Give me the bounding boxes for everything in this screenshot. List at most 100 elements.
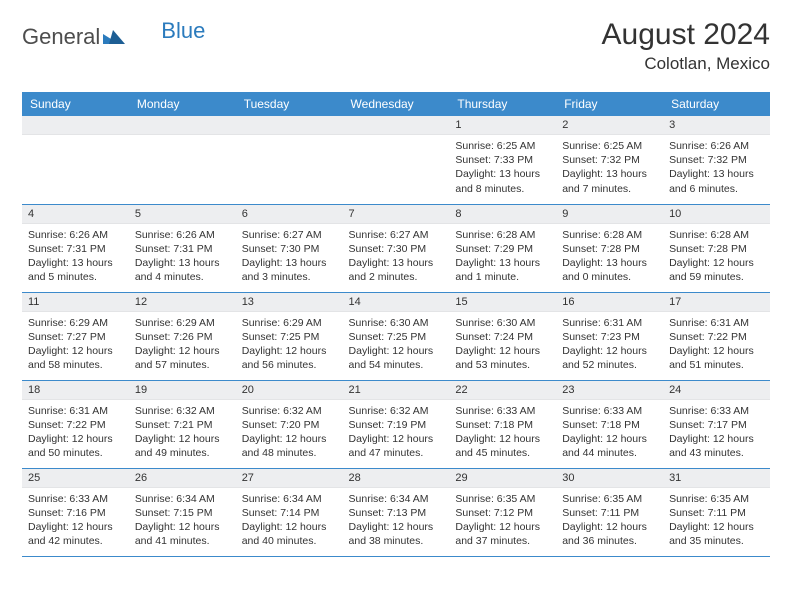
day-number: 18 xyxy=(22,381,129,400)
day-body: Sunrise: 6:26 AMSunset: 7:31 PMDaylight:… xyxy=(22,224,129,291)
sunrise-line: Sunrise: 6:28 AM xyxy=(669,228,764,242)
daylight-line: Daylight: 13 hours and 8 minutes. xyxy=(455,167,550,195)
day-number: 15 xyxy=(449,293,556,312)
sunset-line: Sunset: 7:22 PM xyxy=(28,418,123,432)
sunset-line: Sunset: 7:24 PM xyxy=(455,330,550,344)
sunset-line: Sunset: 7:21 PM xyxy=(135,418,230,432)
calendar-day-cell: 14Sunrise: 6:30 AMSunset: 7:25 PMDayligh… xyxy=(343,292,450,380)
sunset-line: Sunset: 7:20 PM xyxy=(242,418,337,432)
calendar-day-cell: 20Sunrise: 6:32 AMSunset: 7:20 PMDayligh… xyxy=(236,380,343,468)
daylight-line: Daylight: 13 hours and 2 minutes. xyxy=(349,256,444,284)
day-number: 6 xyxy=(236,205,343,224)
calendar-day-cell: 28Sunrise: 6:34 AMSunset: 7:13 PMDayligh… xyxy=(343,468,450,556)
daylight-line: Daylight: 12 hours and 51 minutes. xyxy=(669,344,764,372)
day-body: Sunrise: 6:25 AMSunset: 7:33 PMDaylight:… xyxy=(449,135,556,202)
sunrise-line: Sunrise: 6:35 AM xyxy=(562,492,657,506)
sunset-line: Sunset: 7:32 PM xyxy=(562,153,657,167)
daylight-line: Daylight: 12 hours and 58 minutes. xyxy=(28,344,123,372)
day-body: Sunrise: 6:33 AMSunset: 7:18 PMDaylight:… xyxy=(556,400,663,467)
day-number: 24 xyxy=(663,381,770,400)
daylight-line: Daylight: 13 hours and 3 minutes. xyxy=(242,256,337,284)
day-header: Wednesday xyxy=(343,92,450,116)
day-number: 13 xyxy=(236,293,343,312)
sunset-line: Sunset: 7:26 PM xyxy=(135,330,230,344)
sunrise-line: Sunrise: 6:35 AM xyxy=(669,492,764,506)
brand-mark-icon xyxy=(103,28,125,47)
day-number: 10 xyxy=(663,205,770,224)
sunrise-line: Sunrise: 6:30 AM xyxy=(455,316,550,330)
sunset-line: Sunset: 7:22 PM xyxy=(669,330,764,344)
sunrise-line: Sunrise: 6:32 AM xyxy=(242,404,337,418)
day-body: Sunrise: 6:30 AMSunset: 7:24 PMDaylight:… xyxy=(449,312,556,379)
sunset-line: Sunset: 7:12 PM xyxy=(455,506,550,520)
calendar-day-cell: 17Sunrise: 6:31 AMSunset: 7:22 PMDayligh… xyxy=(663,292,770,380)
sunset-line: Sunset: 7:19 PM xyxy=(349,418,444,432)
sunset-line: Sunset: 7:28 PM xyxy=(562,242,657,256)
day-body: Sunrise: 6:29 AMSunset: 7:26 PMDaylight:… xyxy=(129,312,236,379)
day-body: Sunrise: 6:35 AMSunset: 7:12 PMDaylight:… xyxy=(449,488,556,555)
brand-text-dark: General xyxy=(22,24,100,50)
day-number: 27 xyxy=(236,469,343,488)
day-number: 4 xyxy=(22,205,129,224)
day-number: 11 xyxy=(22,293,129,312)
calendar-day-cell: 24Sunrise: 6:33 AMSunset: 7:17 PMDayligh… xyxy=(663,380,770,468)
calendar-week-row: 25Sunrise: 6:33 AMSunset: 7:16 PMDayligh… xyxy=(22,468,770,556)
calendar-day-cell: 29Sunrise: 6:35 AMSunset: 7:12 PMDayligh… xyxy=(449,468,556,556)
daylight-line: Daylight: 12 hours and 54 minutes. xyxy=(349,344,444,372)
day-body: Sunrise: 6:27 AMSunset: 7:30 PMDaylight:… xyxy=(343,224,450,291)
day-body: Sunrise: 6:35 AMSunset: 7:11 PMDaylight:… xyxy=(663,488,770,555)
day-number: 29 xyxy=(449,469,556,488)
sunrise-line: Sunrise: 6:26 AM xyxy=(28,228,123,242)
brand-text-blue: Blue xyxy=(161,18,205,44)
calendar-day-cell: 2Sunrise: 6:25 AMSunset: 7:32 PMDaylight… xyxy=(556,116,663,204)
daylight-line: Daylight: 12 hours and 40 minutes. xyxy=(242,520,337,548)
month-title: August 2024 xyxy=(602,18,770,52)
sunset-line: Sunset: 7:25 PM xyxy=(349,330,444,344)
calendar-day-cell: 7Sunrise: 6:27 AMSunset: 7:30 PMDaylight… xyxy=(343,204,450,292)
sunset-line: Sunset: 7:16 PM xyxy=(28,506,123,520)
day-body: Sunrise: 6:34 AMSunset: 7:15 PMDaylight:… xyxy=(129,488,236,555)
day-body: Sunrise: 6:29 AMSunset: 7:27 PMDaylight:… xyxy=(22,312,129,379)
daylight-line: Daylight: 13 hours and 6 minutes. xyxy=(669,167,764,195)
sunset-line: Sunset: 7:31 PM xyxy=(28,242,123,256)
day-number: 14 xyxy=(343,293,450,312)
calendar-day-cell: 6Sunrise: 6:27 AMSunset: 7:30 PMDaylight… xyxy=(236,204,343,292)
sunrise-line: Sunrise: 6:26 AM xyxy=(669,139,764,153)
calendar-day-cell: 21Sunrise: 6:32 AMSunset: 7:19 PMDayligh… xyxy=(343,380,450,468)
daylight-line: Daylight: 12 hours and 53 minutes. xyxy=(455,344,550,372)
calendar-table: Sunday Monday Tuesday Wednesday Thursday… xyxy=(22,92,770,557)
day-body: Sunrise: 6:27 AMSunset: 7:30 PMDaylight:… xyxy=(236,224,343,291)
daylight-line: Daylight: 12 hours and 56 minutes. xyxy=(242,344,337,372)
day-header: Monday xyxy=(129,92,236,116)
sunrise-line: Sunrise: 6:31 AM xyxy=(669,316,764,330)
calendar-day-cell: 23Sunrise: 6:33 AMSunset: 7:18 PMDayligh… xyxy=(556,380,663,468)
calendar-day-cell: 16Sunrise: 6:31 AMSunset: 7:23 PMDayligh… xyxy=(556,292,663,380)
title-block: August 2024 Colotlan, Mexico xyxy=(602,18,770,74)
day-body: Sunrise: 6:32 AMSunset: 7:20 PMDaylight:… xyxy=(236,400,343,467)
sunset-line: Sunset: 7:31 PM xyxy=(135,242,230,256)
day-number: 7 xyxy=(343,205,450,224)
sunrise-line: Sunrise: 6:25 AM xyxy=(562,139,657,153)
location-text: Colotlan, Mexico xyxy=(602,54,770,74)
daylight-line: Daylight: 12 hours and 43 minutes. xyxy=(669,432,764,460)
daylight-line: Daylight: 12 hours and 36 minutes. xyxy=(562,520,657,548)
calendar-day-cell: 13Sunrise: 6:29 AMSunset: 7:25 PMDayligh… xyxy=(236,292,343,380)
day-number: 28 xyxy=(343,469,450,488)
empty-day-numbar xyxy=(22,116,129,135)
day-body: Sunrise: 6:33 AMSunset: 7:18 PMDaylight:… xyxy=(449,400,556,467)
calendar-day-cell: 4Sunrise: 6:26 AMSunset: 7:31 PMDaylight… xyxy=(22,204,129,292)
day-body: Sunrise: 6:28 AMSunset: 7:28 PMDaylight:… xyxy=(663,224,770,291)
daylight-line: Daylight: 12 hours and 45 minutes. xyxy=(455,432,550,460)
day-number: 2 xyxy=(556,116,663,135)
sunset-line: Sunset: 7:30 PM xyxy=(349,242,444,256)
calendar-day-cell: 19Sunrise: 6:32 AMSunset: 7:21 PMDayligh… xyxy=(129,380,236,468)
daylight-line: Daylight: 12 hours and 50 minutes. xyxy=(28,432,123,460)
daylight-line: Daylight: 12 hours and 42 minutes. xyxy=(28,520,123,548)
sunrise-line: Sunrise: 6:32 AM xyxy=(349,404,444,418)
calendar-day-cell: 30Sunrise: 6:35 AMSunset: 7:11 PMDayligh… xyxy=(556,468,663,556)
daylight-line: Daylight: 12 hours and 57 minutes. xyxy=(135,344,230,372)
sunset-line: Sunset: 7:15 PM xyxy=(135,506,230,520)
day-body: Sunrise: 6:35 AMSunset: 7:11 PMDaylight:… xyxy=(556,488,663,555)
calendar-day-cell: 27Sunrise: 6:34 AMSunset: 7:14 PMDayligh… xyxy=(236,468,343,556)
day-number: 30 xyxy=(556,469,663,488)
